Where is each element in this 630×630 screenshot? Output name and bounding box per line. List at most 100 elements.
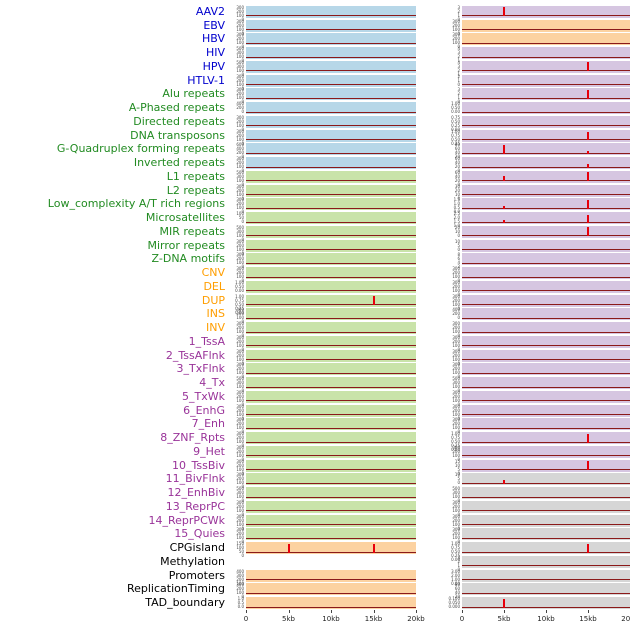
signal-baseline [246, 262, 416, 264]
y-axis-ticks [230, 556, 246, 568]
row-label: CNV [201, 266, 225, 280]
y-axis-tick-label: 100 [236, 177, 244, 183]
right-track-panel [462, 335, 630, 348]
signal-baseline [462, 166, 630, 168]
y-axis-ticks: 300 200 100 0 [230, 308, 246, 324]
right-track-panel [462, 88, 630, 101]
y-axis-tick-label: 100 [236, 494, 244, 500]
y-axis-tick-label: 0.5 [453, 205, 460, 211]
y-axis-ticks: 15 10 5 0 [446, 459, 462, 475]
y-axis-tick-label: 200 [452, 421, 460, 427]
y-axis-tick-label: 2 [457, 73, 460, 79]
track-row: HTLV-1 300 200 100 0 2 1 0 [0, 73, 630, 90]
signal-baseline [246, 290, 416, 292]
y-axis-tick-label: 2 [457, 67, 460, 73]
row-label: AAV2 [195, 4, 225, 18]
y-axis-tick-label: 300 [452, 403, 460, 409]
row-label: MIR repeats [159, 224, 225, 238]
y-axis-ticks: 300 200 100 0 [446, 363, 462, 379]
signal-baseline [462, 56, 630, 58]
y-axis-tick-label: 0 [457, 480, 460, 486]
y-axis-ticks: 60 40 20 0 [446, 156, 462, 173]
track-row: INV 300 200 100 0 300 200 100 0 [0, 321, 630, 338]
y-axis-tick-label: 300 [236, 87, 244, 93]
y-axis-tick-label: 200 [236, 118, 244, 124]
y-axis-ticks: 3.00 2.00 1.00 0.00 [446, 569, 462, 585]
y-axis-tick-label: 300 [236, 252, 244, 258]
y-axis-tick-label: 300 [236, 183, 244, 189]
y-axis-ticks: 300 200 100 0 [446, 19, 462, 35]
signal-baseline [246, 469, 416, 471]
track-row: Mirror repeats 300 200 100 0 10 5 0 [0, 238, 630, 255]
signal-baseline [462, 386, 630, 388]
y-axis-tick-label: 300 [236, 266, 244, 272]
y-axis-ticks: 500 300 100 0 [446, 487, 462, 503]
signal-baseline [462, 565, 630, 567]
y-axis-ticks: 300 200 100 0 [230, 500, 246, 516]
left-track-panel [246, 115, 416, 128]
y-axis-tick-label: 300 [236, 228, 244, 234]
y-axis-tick-label: 100 [236, 356, 244, 362]
left-track-panel [246, 74, 416, 87]
row-label: HTLV-1 [187, 73, 225, 87]
y-axis-tick-label: 100 [236, 274, 244, 280]
y-axis-tick-label: 0 [457, 315, 460, 321]
row-label: Alu repeats [162, 87, 225, 101]
y-axis-ticks: 400 200 0 [446, 308, 462, 320]
y-axis-ticks: 300 200 100 0 [230, 33, 246, 49]
y-axis-ticks: 300 200 100 0 [446, 33, 462, 49]
y-axis-ticks: 300 200 100 0 [446, 445, 462, 461]
signal-baseline [246, 29, 416, 31]
y-axis-tick-label: 0.00 [451, 447, 460, 453]
y-axis-tick-label: 60 [454, 156, 460, 162]
y-axis-ticks: 300 200 100 0 [230, 115, 246, 131]
right-track-panel [462, 143, 630, 156]
right-track-panel [462, 198, 630, 211]
y-axis-tick-label: 0.00 [235, 309, 244, 315]
y-axis-tick-label: 200 [236, 22, 244, 28]
y-axis-tick-label: 0.100 [448, 596, 460, 602]
y-axis-tick-label: 100 [236, 439, 244, 445]
y-axis-tick-label: 4 [457, 46, 460, 52]
y-axis-tick-label: 2 [457, 54, 460, 60]
y-axis-tick-label: 0 [457, 388, 460, 394]
y-axis-tick-label: 100 [236, 425, 244, 431]
y-axis-tick-label: 0 [241, 539, 244, 545]
y-axis-tick-label: 0 [241, 168, 244, 174]
signal-spike [287, 543, 290, 553]
y-axis-tick-label: 100 [452, 384, 460, 390]
signal-baseline [462, 606, 630, 608]
y-axis-tick-label: 300 [452, 417, 460, 423]
right-track-panel [462, 377, 630, 390]
y-axis-ticks: 300 200 100 0 [230, 198, 246, 214]
y-axis-tick-label: 0.75 [235, 297, 244, 303]
y-axis-ticks: 300 200 100 0 [230, 363, 246, 379]
y-axis-tick-label: 0 [241, 484, 244, 490]
signal-baseline [246, 97, 416, 99]
y-axis-tick-label: 2 [457, 264, 460, 270]
row-label: Promoters [168, 568, 225, 582]
y-axis-tick-label: 0 [457, 456, 460, 462]
y-axis-ticks: 80 60 40 20 [446, 143, 462, 159]
y-axis-tick-label: 2.5 [453, 211, 460, 217]
y-axis-tick-label: 1.00 [235, 293, 244, 299]
y-axis-tick-label: 1 [457, 71, 460, 77]
y-axis-tick-label: 300 [236, 238, 244, 244]
signal-baseline [462, 592, 630, 594]
y-axis-ticks: 0.100 0.050 0.000 [446, 597, 462, 609]
right-track-panel [462, 74, 630, 87]
left-track-panel [246, 597, 416, 610]
y-axis-tick-label: 200 [236, 503, 244, 509]
y-axis-tick-label: 300 [236, 4, 244, 10]
left-track-panel [246, 267, 416, 280]
y-axis-tick-label: 300 [236, 334, 244, 340]
y-axis-tick-label: 200 [236, 586, 244, 592]
track-row: CNV 300 200 100 0 300 200 100 0 [0, 266, 630, 283]
y-axis-tick-label: 100 [236, 260, 244, 266]
left-track-panel [246, 390, 416, 403]
row-label: 12_EnhBiv [167, 486, 225, 500]
y-axis-tick-label: 0.25 [451, 122, 460, 128]
y-axis-tick-label: 100 [452, 507, 460, 513]
